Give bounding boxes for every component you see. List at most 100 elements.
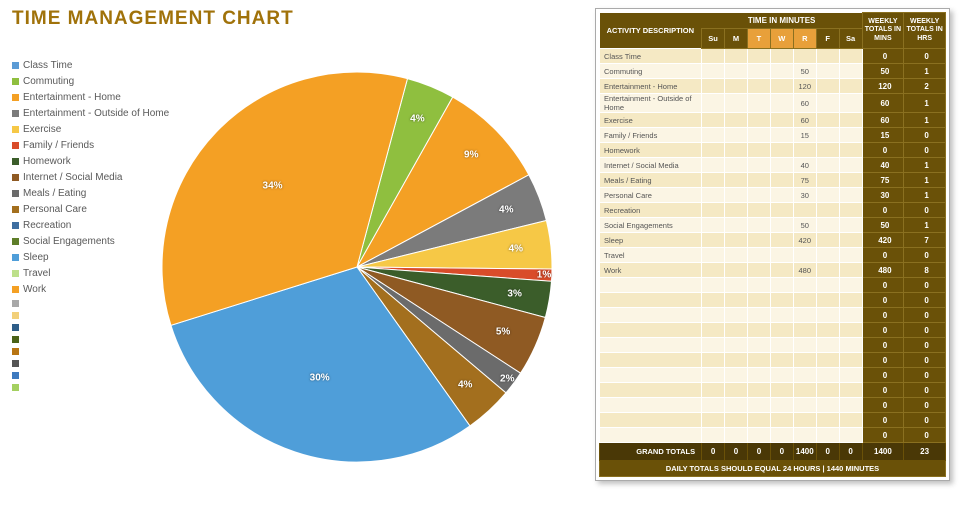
cell-activity[interactable] [600,383,702,398]
cell-day[interactable] [793,413,816,428]
cell-day[interactable] [770,64,793,79]
cell-day[interactable] [816,143,839,158]
cell-activity[interactable] [600,293,702,308]
cell-day[interactable] [747,49,770,64]
cell-day[interactable] [747,218,770,233]
cell-day[interactable] [793,323,816,338]
cell-day[interactable] [725,248,748,263]
cell-day[interactable]: 30 [793,188,816,203]
cell-day[interactable] [816,49,839,64]
cell-day[interactable] [725,79,748,94]
cell-day[interactable] [725,278,748,293]
cell-day[interactable] [770,143,793,158]
cell-day[interactable] [770,173,793,188]
cell-day[interactable] [839,143,862,158]
cell-activity[interactable]: Class Time [600,49,702,64]
cell-day[interactable] [770,248,793,263]
cell-day[interactable] [702,218,725,233]
cell-activity[interactable]: Internet / Social Media [600,158,702,173]
cell-day[interactable] [702,203,725,218]
cell-day[interactable] [816,263,839,278]
cell-day[interactable] [702,94,725,113]
cell-day[interactable] [702,338,725,353]
cell-day[interactable] [702,233,725,248]
cell-day[interactable] [702,64,725,79]
cell-day[interactable] [725,383,748,398]
cell-day[interactable] [839,413,862,428]
cell-day[interactable] [747,94,770,113]
cell-day[interactable] [839,158,862,173]
cell-day[interactable] [725,293,748,308]
cell-activity[interactable] [600,368,702,383]
cell-day[interactable] [725,413,748,428]
cell-day[interactable] [770,188,793,203]
cell-activity[interactable]: Sleep [600,233,702,248]
cell-day[interactable] [747,398,770,413]
cell-day[interactable] [816,353,839,368]
cell-day[interactable] [816,188,839,203]
cell-day[interactable] [770,278,793,293]
cell-day[interactable] [725,353,748,368]
cell-day[interactable] [816,383,839,398]
cell-day[interactable] [747,353,770,368]
cell-day[interactable] [770,233,793,248]
cell-day[interactable] [770,49,793,64]
cell-day[interactable] [702,383,725,398]
cell-day[interactable] [725,64,748,79]
cell-day[interactable] [816,203,839,218]
cell-day[interactable] [770,293,793,308]
cell-day[interactable] [793,143,816,158]
cell-day[interactable] [839,428,862,443]
cell-day[interactable] [725,398,748,413]
cell-day[interactable] [770,203,793,218]
cell-day[interactable] [816,368,839,383]
cell-day[interactable] [793,278,816,293]
cell-day[interactable] [839,383,862,398]
cell-day[interactable] [747,233,770,248]
cell-activity[interactable]: Entertainment - Home [600,79,702,94]
cell-activity[interactable] [600,323,702,338]
cell-day[interactable] [816,293,839,308]
cell-day[interactable] [839,113,862,128]
cell-day[interactable] [770,323,793,338]
cell-activity[interactable]: Entertainment - Outside of Home [600,94,702,113]
cell-activity[interactable]: Social Engagements [600,218,702,233]
cell-activity[interactable] [600,278,702,293]
cell-day[interactable] [839,263,862,278]
cell-day[interactable] [702,113,725,128]
cell-activity[interactable] [600,338,702,353]
cell-day[interactable] [747,79,770,94]
cell-day[interactable] [816,398,839,413]
cell-day[interactable] [816,278,839,293]
cell-day[interactable] [839,293,862,308]
cell-day[interactable] [770,338,793,353]
cell-day[interactable] [702,353,725,368]
cell-day[interactable] [725,173,748,188]
cell-day[interactable] [702,413,725,428]
cell-day[interactable] [816,64,839,79]
cell-day[interactable] [725,188,748,203]
cell-day[interactable] [702,428,725,443]
cell-day[interactable] [816,173,839,188]
cell-day[interactable] [725,428,748,443]
cell-activity[interactable] [600,398,702,413]
cell-day[interactable] [770,308,793,323]
cell-day[interactable]: 15 [793,128,816,143]
cell-day[interactable]: 50 [793,218,816,233]
cell-day[interactable] [725,338,748,353]
cell-day[interactable] [839,353,862,368]
cell-day[interactable] [770,218,793,233]
cell-day[interactable] [747,308,770,323]
cell-day[interactable] [839,248,862,263]
cell-day[interactable] [747,278,770,293]
cell-day[interactable] [747,383,770,398]
cell-day[interactable] [770,79,793,94]
cell-activity[interactable]: Meals / Eating [600,173,702,188]
cell-day[interactable] [702,293,725,308]
cell-day[interactable] [816,308,839,323]
cell-day[interactable] [816,79,839,94]
cell-day[interactable] [839,368,862,383]
cell-day[interactable] [725,128,748,143]
cell-day[interactable]: 75 [793,173,816,188]
cell-day[interactable] [770,128,793,143]
